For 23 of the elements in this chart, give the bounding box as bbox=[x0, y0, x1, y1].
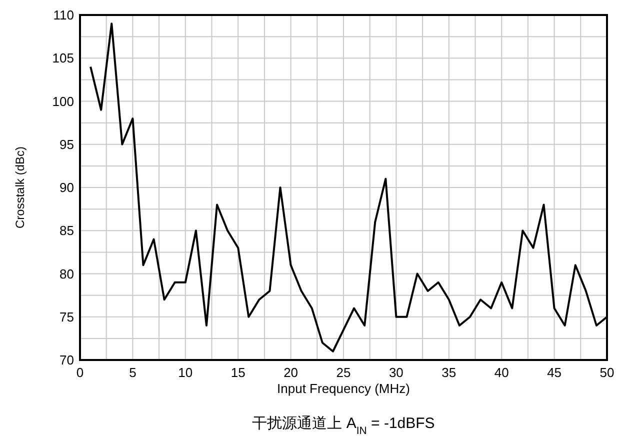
y-tick-label: 75 bbox=[60, 309, 74, 324]
x-tick-label: 30 bbox=[388, 365, 404, 380]
x-tick-label: 5 bbox=[129, 365, 136, 380]
x-tick-label: 10 bbox=[178, 365, 193, 380]
x-tick-label: 50 bbox=[600, 365, 614, 380]
y-tick-label: 80 bbox=[60, 266, 74, 282]
text: 干扰源通道上 A$_{IN}$ = -1dBFS bbox=[252, 415, 435, 437]
x-tick-label: 40 bbox=[494, 365, 509, 380]
x-tick-label: 45 bbox=[547, 365, 562, 380]
y-tick-label: 110 bbox=[53, 8, 74, 22]
y-tick-label: 85 bbox=[60, 223, 74, 238]
x-tick-label: 15 bbox=[230, 365, 246, 380]
x-tick-label: 0 bbox=[76, 365, 84, 380]
y-tick-label: 95 bbox=[60, 136, 74, 152]
y-tick-label: 70 bbox=[60, 352, 74, 368]
y-tick-label: 90 bbox=[60, 180, 74, 195]
x-tick-label: 20 bbox=[284, 365, 298, 380]
x-axis-title: Input Frequency (MHz) bbox=[277, 381, 410, 396]
y-tick-label: 100 bbox=[52, 94, 74, 109]
x-tick-label: 35 bbox=[442, 365, 456, 380]
x-tick-label: 25 bbox=[336, 365, 351, 380]
y-axis-title: Crosstalk (dBc) bbox=[13, 146, 27, 229]
y-tick-label: 105 bbox=[52, 50, 74, 66]
